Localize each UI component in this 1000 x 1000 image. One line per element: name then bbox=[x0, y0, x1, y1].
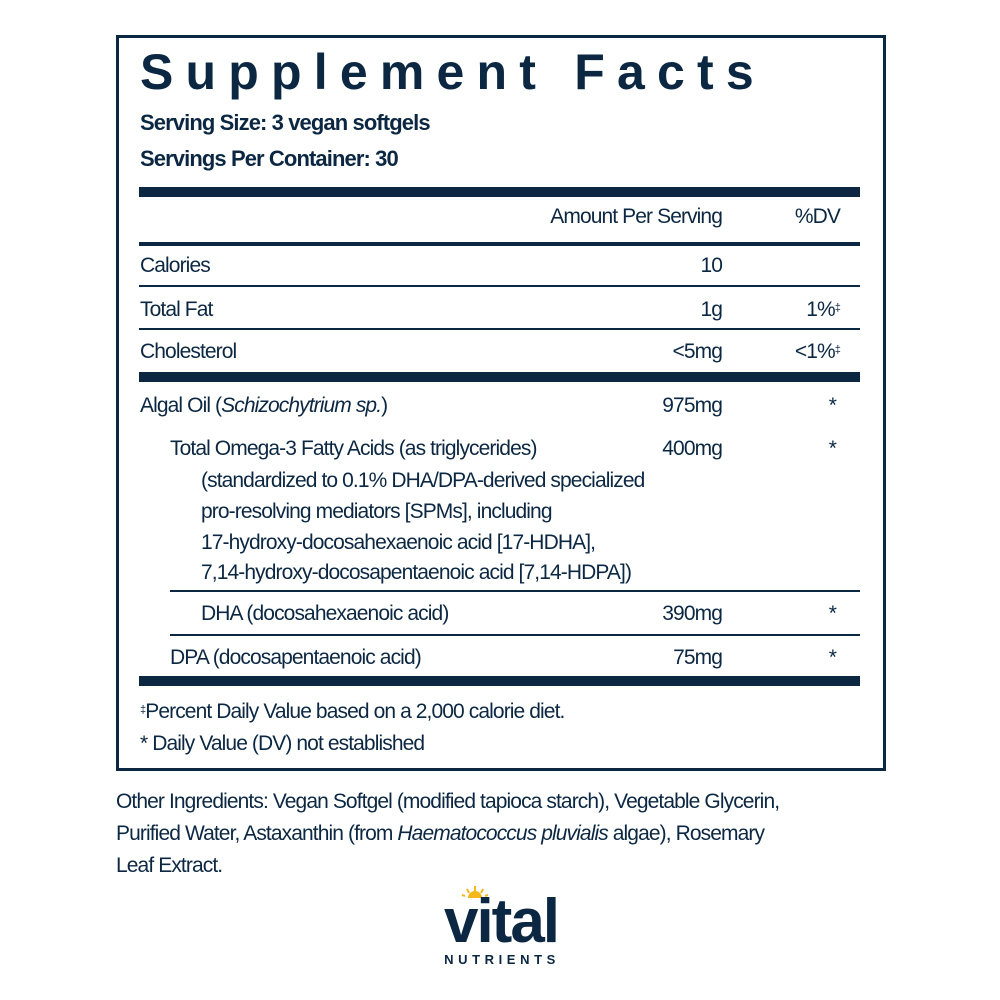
row-algal-oil-amount: 975mg bbox=[662, 394, 723, 417]
row-total-fat-amount: 1g bbox=[700, 298, 722, 321]
row-omega3-dv: * bbox=[828, 437, 837, 460]
omega3-detail-line: (standardized to 0.1% DHA/DPA-derived sp… bbox=[201, 469, 645, 492]
row-dpa-amount: 75mg bbox=[673, 646, 723, 669]
panel-title: Supplement Facts bbox=[140, 44, 766, 100]
row-dha-amount: 390mg bbox=[662, 602, 723, 625]
divider-thick bbox=[139, 676, 860, 686]
header-amount: Amount Per Serving bbox=[550, 205, 723, 228]
row-omega3-amount: 400mg bbox=[662, 437, 723, 460]
divider-thick bbox=[139, 187, 860, 197]
row-omega3-name: Total Omega-3 Fatty Acids (as triglyceri… bbox=[170, 437, 537, 460]
footnote-percent-dv: ‡Percent Daily Value based on a 2,000 ca… bbox=[140, 700, 565, 724]
row-algal-oil-name: Algal Oil (Schizochytrium sp.) bbox=[140, 394, 388, 418]
other-ingredients-line: Leaf Extract. bbox=[116, 854, 223, 877]
omega3-detail-line: pro-resolving mediators [SPMs], includin… bbox=[201, 500, 553, 523]
dagger-mark: ‡ bbox=[140, 704, 146, 716]
row-total-fat-name: Total Fat bbox=[140, 298, 213, 321]
divider bbox=[139, 285, 860, 287]
footnote-text: Percent Daily Value based on a 2,000 cal… bbox=[145, 700, 565, 723]
serving-size: Serving Size: 3 vegan softgels bbox=[140, 110, 431, 135]
sun-icon: vital NUTRIENTS bbox=[444, 886, 560, 967]
row-cholesterol-dv: <1%‡ bbox=[794, 340, 841, 364]
row-calories-amount: 10 bbox=[700, 254, 722, 277]
divider-thick bbox=[139, 372, 860, 382]
dv-value: <1% bbox=[794, 340, 836, 363]
text: algae), Rosemary bbox=[607, 822, 765, 845]
name-suffix: ) bbox=[381, 394, 388, 417]
omega3-detail-line: 7,14-hydroxy-docosapentaenoic acid [7,14… bbox=[201, 561, 632, 584]
text: Purified Water, Astaxanthin (from bbox=[116, 822, 398, 845]
dagger-mark: ‡ bbox=[834, 302, 841, 314]
brand-name: vital bbox=[444, 887, 558, 956]
name-prefix: Algal Oil ( bbox=[140, 394, 222, 417]
other-ingredients-line: Purified Water, Astaxanthin (from Haemat… bbox=[116, 822, 765, 846]
row-dpa-name: DPA (docosapentaenoic acid) bbox=[170, 646, 422, 669]
row-cholesterol-amount: <5mg bbox=[672, 340, 722, 363]
brand-sub: NUTRIENTS bbox=[444, 952, 560, 967]
omega3-detail-line: 17-hydroxy-docosahexaenoic acid [17-HDHA… bbox=[201, 531, 596, 554]
row-cholesterol-name: Cholesterol bbox=[140, 340, 237, 363]
divider bbox=[139, 328, 860, 330]
vital-nutrients-logo: vital NUTRIENTS bbox=[425, 884, 577, 968]
row-dha-dv: * bbox=[828, 602, 837, 625]
species-name: Haematococcus pluvialis bbox=[397, 822, 608, 845]
row-calories-name: Calories bbox=[140, 254, 211, 277]
divider bbox=[170, 590, 860, 592]
row-dha-name: DHA (docosahexaenoic acid) bbox=[201, 602, 449, 625]
row-algal-oil-dv: * bbox=[828, 394, 837, 417]
supplement-facts-panel bbox=[116, 35, 886, 771]
divider bbox=[170, 634, 860, 636]
servings-per-container: Servings Per Container: 30 bbox=[140, 146, 399, 171]
species-name: Schizochytrium sp. bbox=[221, 394, 382, 417]
row-dpa-dv: * bbox=[828, 646, 837, 669]
divider bbox=[139, 242, 860, 246]
dagger-mark: ‡ bbox=[834, 344, 841, 356]
footnote-dv-not-established: * Daily Value (DV) not established bbox=[140, 732, 425, 755]
row-total-fat-dv: 1%‡ bbox=[806, 298, 841, 322]
other-ingredients-line: Other Ingredients: Vegan Softgel (modifi… bbox=[116, 790, 780, 813]
header-dv: %DV bbox=[794, 205, 841, 228]
dv-value: 1% bbox=[806, 298, 835, 321]
